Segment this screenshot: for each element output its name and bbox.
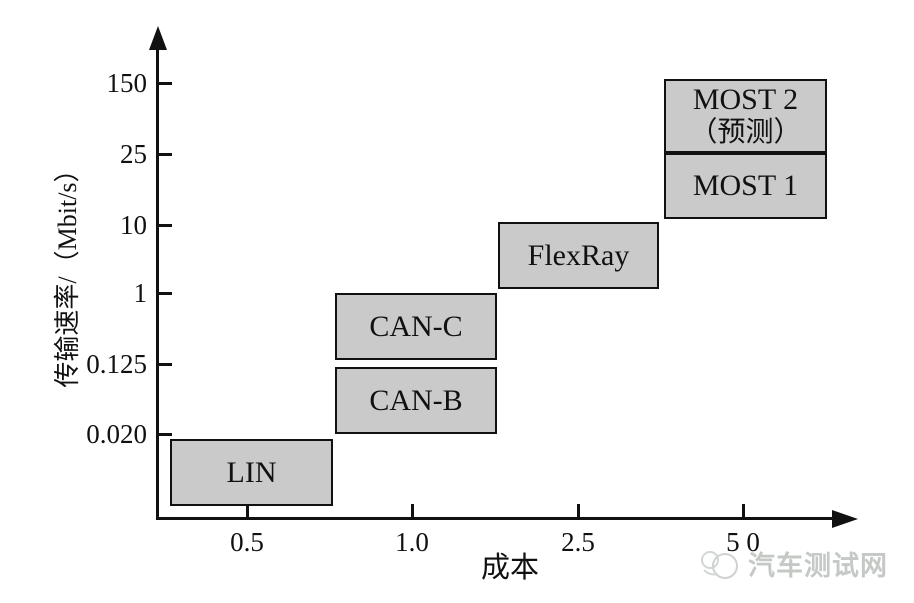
node-label: CAN-C <box>369 309 463 343</box>
node-label: CAN-B <box>369 383 463 417</box>
y-tick-label: 1 <box>133 278 148 308</box>
y-tick <box>159 224 172 227</box>
y-axis-line <box>156 42 159 520</box>
node-lin: LIN <box>170 439 333 506</box>
y-tick-label: 0.125 <box>86 349 147 379</box>
x-tick <box>742 504 745 517</box>
node-most-1: MOST 1 <box>664 153 827 219</box>
node-can-c: CAN-C <box>335 293 497 360</box>
x-tick <box>411 504 414 517</box>
y-tick <box>159 292 172 295</box>
x-tick-label: 2.5 <box>561 527 595 557</box>
node-most-2: MOST 2 （预测） <box>664 79 827 153</box>
y-tick <box>159 363 172 366</box>
y-tick-label: 150 <box>106 68 148 98</box>
node-flexray: FlexRay <box>498 222 659 289</box>
node-label: MOST 2 <box>692 83 799 116</box>
x-tick-label: 0.5 <box>230 527 264 557</box>
y-tick-label: 25 <box>120 139 147 169</box>
y-tick-label: 10 <box>120 210 147 240</box>
x-tick <box>577 504 580 517</box>
car-doodle-logo-icon <box>701 550 738 579</box>
node-can-b: CAN-B <box>335 367 497 434</box>
x-tick-label: 1.0 <box>395 527 429 557</box>
y-tick-label: 0.020 <box>86 419 147 449</box>
node-label: MOST 1 <box>692 169 799 202</box>
y-axis-arrowhead-icon <box>149 26 167 50</box>
x-axis-arrowhead-icon <box>832 510 858 528</box>
x-axis-title: 成本 <box>480 552 539 584</box>
watermark-text: 汽车测试网 <box>748 551 888 581</box>
x-axis-line <box>156 517 835 520</box>
node-sublabel: （预测） <box>689 117 802 148</box>
node-label: FlexRay <box>527 238 630 272</box>
y-tick <box>159 433 172 436</box>
node-label: LIN <box>226 455 277 489</box>
x-tick-label: 5 0 <box>726 527 760 557</box>
y-tick <box>159 82 172 85</box>
watermark: 汽车测试网 <box>698 544 888 583</box>
x-tick <box>246 504 249 517</box>
y-tick <box>159 153 172 156</box>
